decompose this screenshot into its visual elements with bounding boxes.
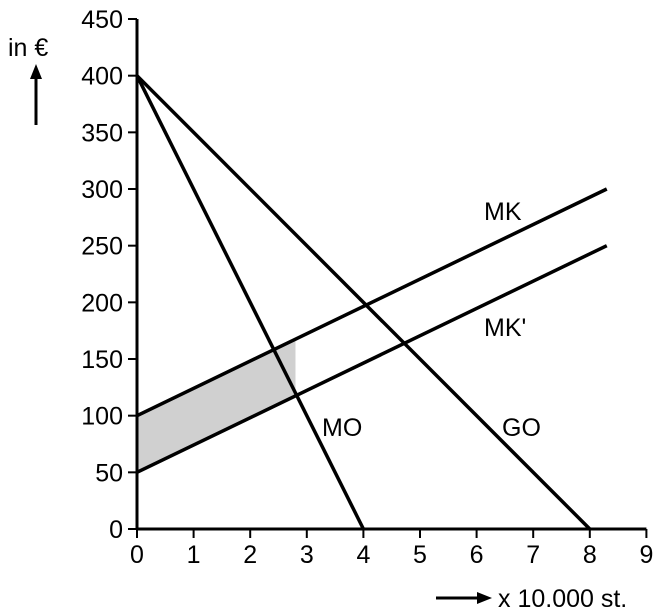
y-tick-label: 0 [109, 516, 123, 544]
y-tick-label: 50 [95, 459, 123, 487]
x-tick-label: 3 [300, 541, 314, 569]
x-tick-label: 9 [639, 541, 653, 569]
y-tick-label: 300 [81, 176, 123, 204]
y-tick-label: 150 [81, 346, 123, 374]
series-label-mk-prime: MK' [484, 314, 526, 342]
x-tick-label: 2 [243, 541, 257, 569]
x-tick-label: 6 [470, 541, 484, 569]
y-axis-arrow-icon [30, 64, 42, 125]
y-tick-label: 200 [81, 289, 123, 317]
series-lines [135, 74, 608, 531]
y-tick-label: 250 [81, 233, 123, 261]
y-tick-label: 450 [81, 6, 123, 34]
series-line-go [135, 74, 592, 531]
shaded-area [137, 339, 296, 473]
axes [128, 18, 648, 538]
x-tick-label: 0 [130, 541, 144, 569]
series-line-mk-prime [136, 244, 608, 474]
x-axis-title: x 10.000 st. [498, 585, 627, 613]
x-axis-arrow-icon [436, 592, 492, 604]
y-tick-label: 100 [81, 403, 123, 431]
tick-labels: 0 1 2 3 4 5 6 7 8 9 0 50 100 150 200 250 300 350 400 450 [81, 6, 653, 569]
series-label-mo: MO [322, 414, 362, 442]
y-tick-label: 350 [81, 119, 123, 147]
series-line-mo [135, 74, 365, 530]
y-axis-title: in € [8, 34, 48, 62]
x-tick-label: 4 [356, 541, 370, 569]
x-tick-label: 7 [526, 541, 540, 569]
series-label-mk: MK [484, 198, 522, 226]
x-tick-label: 1 [187, 541, 201, 569]
x-tick-label: 8 [583, 541, 597, 569]
series-line-mk [136, 187, 608, 418]
shade-layer [137, 339, 296, 473]
x-tick-label: 5 [413, 541, 427, 569]
series-label-go: GO [502, 414, 541, 442]
y-tick-label: 400 [81, 63, 123, 91]
